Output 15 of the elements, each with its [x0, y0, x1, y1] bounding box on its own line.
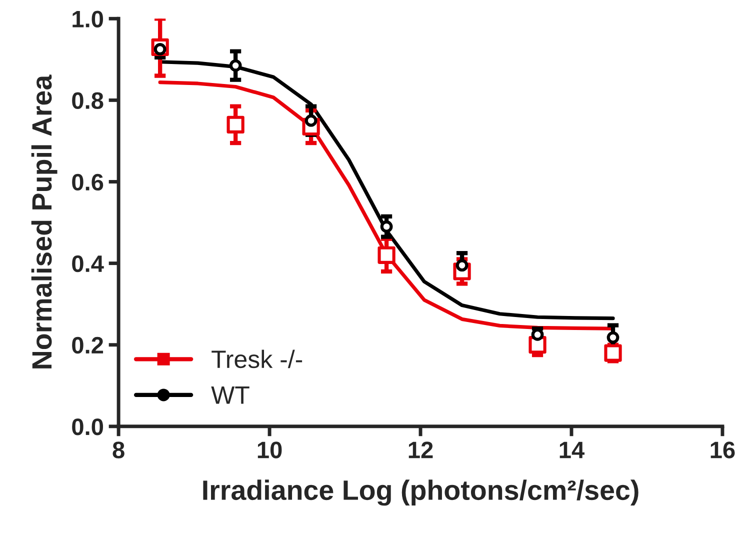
x-tick-label: 8	[112, 442, 124, 458]
x-tick-label: 12	[408, 442, 433, 458]
legend-label: WT	[211, 386, 250, 404]
x-axis-title: Irradiance Log (photons/cm²/sec)	[203, 480, 638, 506]
y-tick-label: 0.4	[72, 255, 104, 272]
y-tick-label: 0.2	[72, 336, 104, 354]
y-tick-label: 0.0	[72, 418, 104, 436]
y-tick-label: 0.6	[72, 174, 104, 191]
x-tick-label: 16	[710, 442, 735, 458]
y-tick-label: 1.0	[72, 10, 104, 28]
y-axis-title: Normalised Pupil Area	[31, 74, 58, 368]
x-tick-label: 10	[258, 442, 282, 458]
x-tick-label: 14	[560, 442, 584, 458]
legend-label: Tresk -/-	[212, 350, 302, 368]
y-tick-label: 0.8	[72, 92, 104, 109]
